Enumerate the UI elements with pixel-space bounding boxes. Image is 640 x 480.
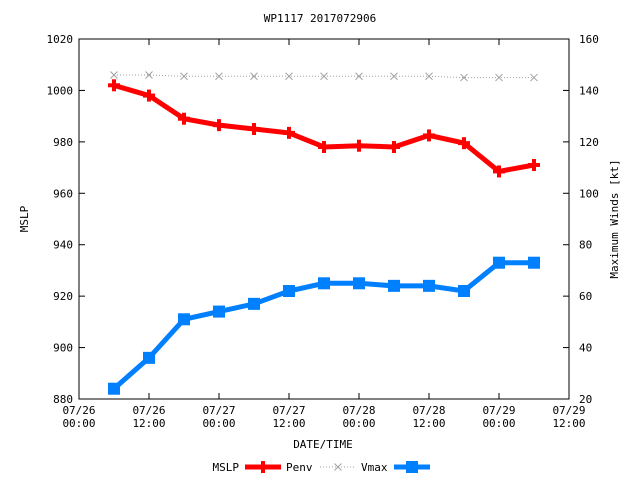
legend-marker-penv: [257, 461, 269, 473]
y-axis-label: MSLP: [18, 205, 31, 232]
point-marker-vmax: [178, 313, 190, 326]
y-axis-left: 880 900 920 940 960 980 1000 1020: [47, 33, 85, 406]
point-marker-penv: [108, 79, 120, 92]
y2-tick-label: 160: [579, 33, 599, 46]
plot-frame: [78, 38, 570, 400]
point-marker-reference: [320, 72, 328, 81]
point-marker-penv: [178, 112, 190, 125]
point-marker-vmax: [248, 297, 260, 310]
x-tick-label-time: 00:00: [202, 417, 235, 430]
y-tick-label: 920: [53, 290, 73, 303]
point-marker-vmax: [458, 285, 470, 297]
x-axis-label: DATE/TIME: [293, 438, 353, 451]
y-tick-label: 940: [53, 239, 73, 252]
point-marker-vmax: [318, 277, 330, 290]
x-tick-label-time: 00:00: [342, 417, 375, 430]
y-tick-label: 1020: [47, 33, 74, 46]
x-tick-label-date: 07/28: [342, 404, 375, 417]
x-tick-label-time: 12:00: [552, 417, 585, 430]
point-marker-vmax: [283, 285, 295, 297]
y2-tick-label: 60: [579, 290, 592, 303]
x-tick-label-time: 00:00: [482, 417, 515, 430]
y-tick-label: 880: [53, 393, 73, 406]
point-marker-penv: [458, 137, 470, 150]
point-marker-vmax: [108, 382, 120, 395]
legend-title: MSLP: [213, 461, 240, 474]
point-marker-penv: [248, 123, 260, 135]
point-marker-vmax: [423, 279, 435, 292]
y-axis-right: 20 40 60 80 100 120 140 160: [563, 33, 599, 406]
point-marker-reference: [425, 72, 433, 81]
point-marker-vmax: [353, 277, 365, 290]
x-axis: 07/2600:0007/2612:0007/2700:0007/2712:00…: [62, 39, 586, 430]
legend-marker-vmax: [406, 461, 418, 473]
x-tick-label-time: 12:00: [412, 417, 445, 430]
point-marker-vmax: [493, 256, 505, 269]
x-tick-label-date: 07/29: [482, 404, 515, 417]
x-tick-label-date: 07/26: [132, 404, 165, 417]
point-marker-penv: [388, 141, 400, 153]
x-tick-label-date: 07/26: [62, 404, 95, 417]
y-tick-label: 980: [53, 136, 73, 149]
point-marker-reference: [110, 71, 118, 79]
point-marker-reference: [180, 72, 188, 81]
series-layer: [108, 71, 540, 395]
series-1: [110, 71, 538, 82]
y2-tick-label: 100: [579, 187, 599, 200]
point-marker-reference: [285, 72, 293, 81]
y-tick-label: 900: [53, 342, 73, 355]
legend-label-vmax: Vmax: [361, 461, 388, 474]
point-marker-penv: [493, 165, 505, 178]
y2-axis-label: Maximum Winds [kt]: [608, 159, 621, 278]
x-tick-label-date: 07/27: [272, 404, 305, 417]
point-marker-penv: [318, 141, 330, 153]
point-marker-reference: [460, 73, 468, 82]
y-tick-label: 1000: [47, 84, 74, 97]
point-marker-vmax: [388, 279, 400, 292]
x-tick-label-time: 00:00: [62, 417, 95, 430]
point-marker-vmax: [528, 256, 540, 269]
y2-tick-label: 140: [579, 84, 599, 97]
series-line-penv: [113, 82, 535, 175]
series-2: [108, 256, 540, 395]
point-marker-reference: [495, 73, 503, 82]
y-tick-label: 960: [53, 187, 73, 200]
point-marker-penv: [143, 89, 155, 102]
point-marker-vmax: [213, 305, 225, 318]
y2-tick-label: 80: [579, 239, 592, 252]
point-marker-penv: [213, 119, 225, 132]
legend-label-penv: Penv: [286, 461, 313, 474]
point-marker-reference: [530, 73, 538, 82]
point-marker-penv: [528, 159, 540, 171]
point-marker-vmax: [143, 351, 155, 364]
y2-tick-label: 40: [579, 342, 592, 355]
x-tick-label-date: 07/27: [202, 404, 235, 417]
x-tick-label-date: 07/28: [412, 404, 445, 417]
point-marker-penv: [353, 139, 365, 152]
legend: MSLP Penv Vmax: [213, 461, 430, 474]
point-marker-reference: [145, 71, 153, 79]
y2-tick-label: 120: [579, 136, 599, 149]
y2-tick-label: 20: [579, 393, 592, 406]
series-0: [108, 79, 540, 178]
legend-marker-reference: [334, 463, 342, 471]
x-tick-label-date: 07/29: [552, 404, 585, 417]
point-marker-reference: [390, 72, 398, 81]
x-tick-label-time: 12:00: [132, 417, 165, 430]
chart-title: WP1117 2017072906: [264, 12, 377, 25]
point-marker-penv: [423, 129, 435, 142]
point-marker-reference: [355, 72, 363, 81]
point-marker-penv: [283, 126, 295, 139]
point-marker-reference: [250, 72, 258, 81]
x-tick-label-time: 12:00: [272, 417, 305, 430]
point-marker-reference: [215, 72, 223, 81]
